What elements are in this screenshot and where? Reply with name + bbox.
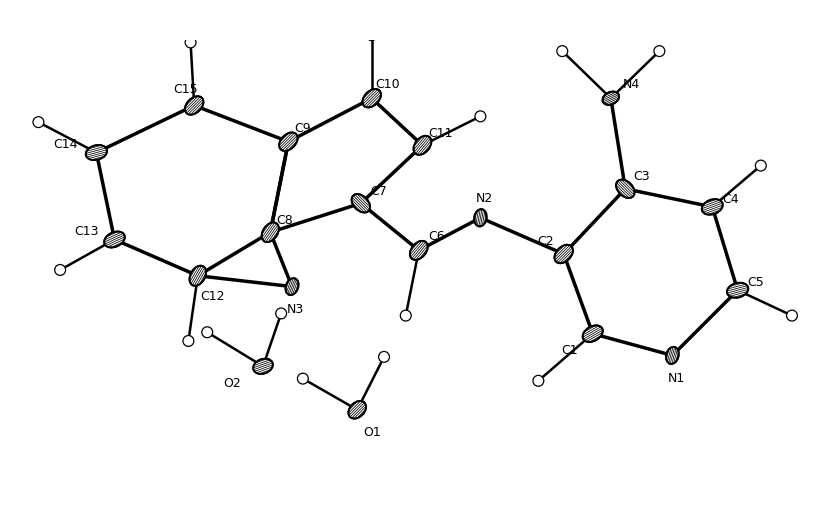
- Text: N4: N4: [622, 78, 640, 91]
- Circle shape: [379, 352, 389, 362]
- Ellipse shape: [414, 136, 431, 156]
- Circle shape: [786, 310, 797, 321]
- Ellipse shape: [254, 359, 273, 374]
- Ellipse shape: [262, 223, 279, 243]
- Ellipse shape: [352, 194, 370, 213]
- Circle shape: [533, 376, 544, 386]
- Text: C4: C4: [722, 192, 739, 205]
- Circle shape: [183, 336, 193, 347]
- Text: N3: N3: [287, 302, 304, 315]
- Circle shape: [756, 161, 766, 172]
- Circle shape: [366, 31, 377, 42]
- Circle shape: [557, 47, 568, 58]
- Text: C5: C5: [747, 275, 764, 289]
- Circle shape: [33, 118, 44, 128]
- Circle shape: [202, 327, 213, 338]
- Text: C8: C8: [276, 213, 293, 227]
- Text: C11: C11: [429, 127, 453, 139]
- Ellipse shape: [666, 347, 679, 364]
- Text: C6: C6: [429, 230, 445, 243]
- Ellipse shape: [363, 90, 381, 108]
- Circle shape: [276, 308, 287, 319]
- Ellipse shape: [701, 200, 723, 215]
- Circle shape: [298, 374, 309, 384]
- Circle shape: [475, 111, 486, 123]
- Ellipse shape: [555, 245, 573, 264]
- Circle shape: [654, 47, 665, 58]
- Ellipse shape: [616, 180, 635, 199]
- Ellipse shape: [104, 232, 125, 248]
- Text: O2: O2: [224, 376, 242, 389]
- Circle shape: [185, 38, 196, 49]
- Ellipse shape: [189, 266, 206, 286]
- Text: C14: C14: [53, 138, 78, 151]
- Text: C10: C10: [375, 78, 400, 91]
- Ellipse shape: [409, 241, 428, 261]
- Text: C12: C12: [200, 289, 224, 302]
- Ellipse shape: [349, 401, 366, 419]
- Text: C9: C9: [294, 122, 311, 134]
- Circle shape: [55, 265, 66, 276]
- Ellipse shape: [86, 146, 107, 161]
- Text: C13: C13: [75, 225, 99, 238]
- Text: C3: C3: [633, 170, 650, 183]
- Text: O1: O1: [363, 425, 380, 438]
- Ellipse shape: [285, 278, 299, 295]
- Circle shape: [400, 310, 411, 321]
- Ellipse shape: [727, 283, 748, 298]
- Text: C1: C1: [561, 344, 578, 356]
- Text: C15: C15: [173, 82, 198, 95]
- Text: C7: C7: [370, 184, 387, 197]
- Ellipse shape: [583, 326, 603, 343]
- Ellipse shape: [279, 133, 298, 152]
- Text: N1: N1: [667, 371, 685, 384]
- Text: C2: C2: [537, 235, 554, 248]
- Text: N2: N2: [475, 191, 493, 205]
- Ellipse shape: [185, 97, 203, 116]
- Ellipse shape: [475, 210, 487, 227]
- Ellipse shape: [602, 92, 619, 106]
